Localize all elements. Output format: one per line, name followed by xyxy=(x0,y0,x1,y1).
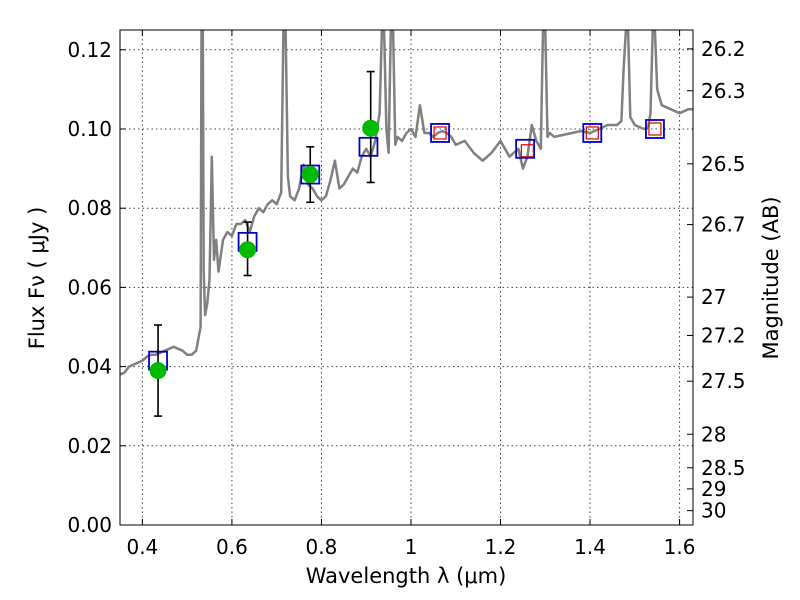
y2-tick-label: 30 xyxy=(701,499,726,523)
observed-flux-point xyxy=(239,241,257,259)
x-tick-label: 1 xyxy=(405,535,418,559)
y-tick-label: 0.00 xyxy=(67,513,112,537)
y2-tick-label: 27 xyxy=(701,285,726,309)
y2-tick-label: 29 xyxy=(701,477,726,501)
model-photometry-box xyxy=(430,123,450,143)
y-axis-label: Flux Fν ( μJy ) xyxy=(25,207,49,350)
y2-tick-label: 28 xyxy=(701,422,726,446)
model-photometry-box xyxy=(582,123,603,143)
x-tick-label: 0.4 xyxy=(126,535,158,559)
y2-axis-label: Magnitude (AB) xyxy=(759,196,783,359)
y2-tick-label: 27.5 xyxy=(701,369,746,393)
model-photometry-box xyxy=(645,119,665,139)
synthetic-photometry-box xyxy=(648,122,662,136)
y-tick-label: 0.08 xyxy=(67,196,112,220)
model-photometry-box xyxy=(358,136,379,157)
y-tick-label: 0.10 xyxy=(67,117,112,141)
x-tick-label: 0.6 xyxy=(216,535,248,559)
y2-tick-label: 26.3 xyxy=(701,79,746,103)
model-photometry-box xyxy=(515,138,536,159)
synthetic-photometry-box xyxy=(520,144,534,158)
plot-frame xyxy=(119,29,694,526)
observed-flux-point xyxy=(149,362,167,380)
y2-tick-label: 26.5 xyxy=(701,152,746,176)
x-axis-label: Wavelength λ (μm) xyxy=(306,564,507,588)
y-tick-label: 0.06 xyxy=(67,275,112,299)
y2-tick-label: 27.2 xyxy=(701,323,746,347)
y-tick-label: 0.12 xyxy=(67,38,112,62)
x-tick-label: 0.8 xyxy=(306,535,338,559)
y-tick-label: 0.04 xyxy=(67,355,112,379)
y2-tick-label: 26.2 xyxy=(701,37,746,61)
tick-layer: 0.4 0.6 0.8 1 1.2 1.4 1.6 0.00 0.02 0.04 0.06 0.08 0… xyxy=(67,30,746,559)
x-tick-label: 1.6 xyxy=(664,535,696,559)
x-tick-label: 1.2 xyxy=(485,535,517,559)
y2-tick-label: 28.5 xyxy=(701,456,746,480)
y-tick-label: 0.02 xyxy=(67,434,112,458)
x-tick-label: 1.4 xyxy=(574,535,606,559)
synthetic-photometry-box xyxy=(585,126,599,140)
series-layer xyxy=(120,30,693,417)
observed-flux-point xyxy=(362,119,380,137)
observed-flux-point xyxy=(301,166,319,184)
y2-tick-label: 26.7 xyxy=(701,213,746,237)
plot-background xyxy=(120,30,693,525)
synthetic-photometry-box xyxy=(433,126,447,140)
